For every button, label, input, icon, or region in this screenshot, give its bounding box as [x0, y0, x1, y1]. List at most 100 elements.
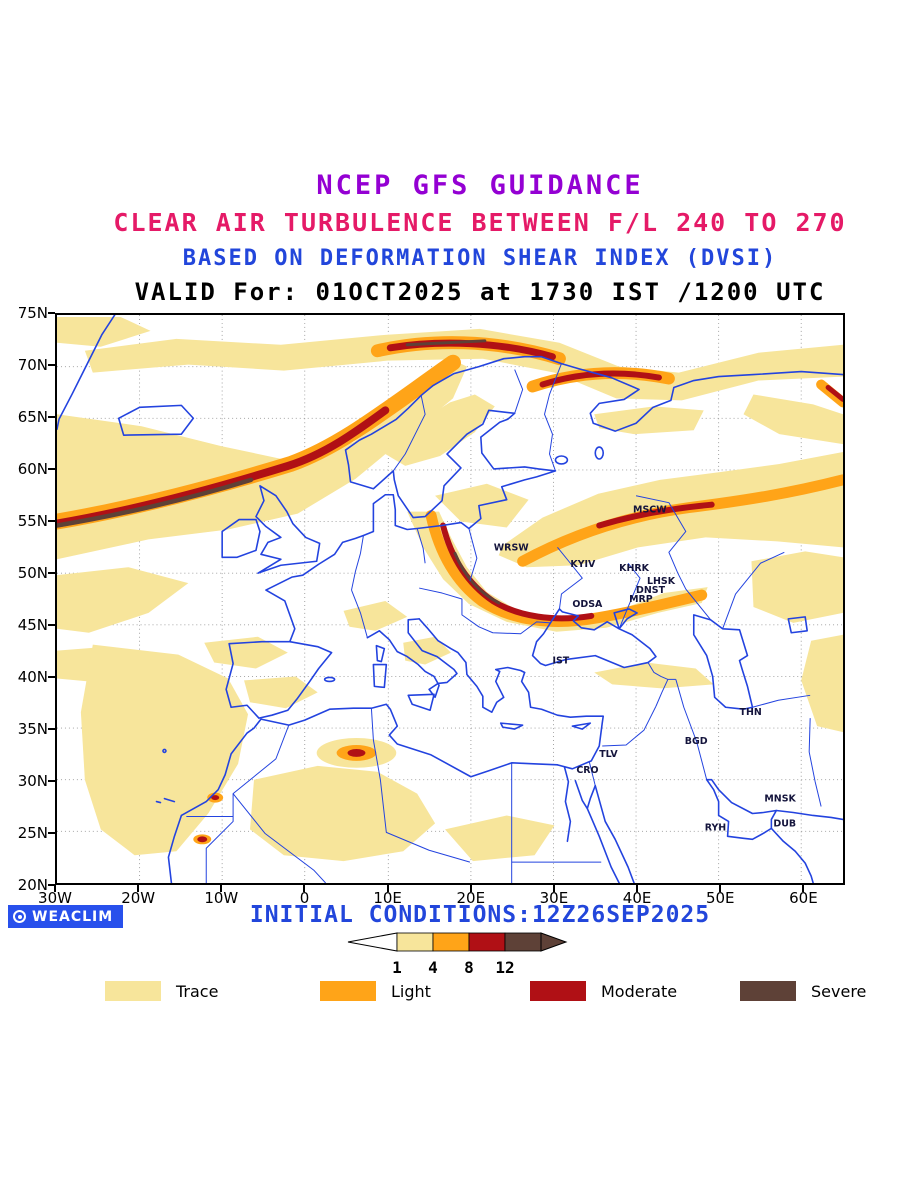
- lat-tickmark: [48, 520, 55, 522]
- city-label-TLV: TLV: [599, 749, 618, 760]
- lon-tick-label-20E: 20E: [456, 889, 486, 907]
- coast-crete: [499, 722, 524, 730]
- lon-tick-label-20W: 20W: [121, 889, 156, 907]
- lat-tick-label-45N: 45N: [17, 616, 48, 634]
- city-label-KYIV: KYIV: [570, 559, 596, 570]
- coast-sardinia: [372, 663, 388, 689]
- coast-balkans-greece: [418, 618, 526, 713]
- lat-tickmark: [48, 416, 55, 418]
- coast-arabia-west: [594, 784, 635, 883]
- map-frame: MSCW WRSW KYIV KHRK LHSK DNST MRP ODSA IST THN BGD…: [55, 313, 845, 885]
- title-valid-time: VALID For: 01OCT2025 at 1730 IST /1200 U…: [134, 278, 826, 306]
- lon-tickmark: [719, 885, 722, 892]
- shading-severe: [57, 339, 501, 605]
- lake-ladoga: [554, 455, 569, 465]
- lat-tickmark: [48, 728, 55, 730]
- legend: Trace Light Moderate Severe: [0, 981, 900, 1007]
- lat-tickmark: [48, 832, 55, 834]
- coastlines: [57, 315, 843, 883]
- city-label-LHSK: LHSK: [647, 576, 676, 587]
- scale-segment-severe: [504, 932, 542, 952]
- legend-label-moderate: Moderate: [601, 981, 678, 1001]
- city-label-BGD: BGD: [685, 736, 708, 747]
- lake-onega: [594, 446, 605, 460]
- legend-label-light: Light: [391, 981, 431, 1001]
- scale-tick-label-12: 12: [495, 958, 514, 977]
- lon-tickmark: [220, 885, 223, 892]
- lat-tickmark: [48, 884, 55, 886]
- lat-tick-label-35N: 35N: [17, 720, 48, 738]
- borders: [186, 363, 822, 883]
- coast-iberia: [225, 640, 333, 719]
- coast-aral: [787, 616, 808, 634]
- title-model: NCEP GFS GUIDANCE: [316, 170, 644, 201]
- coast-italy: [366, 618, 458, 699]
- lat-tickmark: [48, 312, 55, 314]
- lon-tickmark: [137, 885, 140, 892]
- river-ural: [722, 551, 785, 629]
- lon-tick-label-30E: 30E: [539, 889, 569, 907]
- island-balearic: [323, 676, 336, 683]
- legend-swatch-moderate: [530, 981, 586, 1001]
- legend-item-trace: Trace: [105, 981, 218, 1001]
- lat-tick-label-75N: 75N: [17, 304, 48, 322]
- river-dnieper: [557, 547, 583, 609]
- lon-tickmark: [636, 885, 639, 892]
- scale-tick-label-1: 1: [392, 958, 402, 977]
- lat-tick-label-55N: 55N: [17, 512, 48, 530]
- coast-sinai: [586, 784, 597, 810]
- scale-segment-moderate: [468, 932, 506, 952]
- lon-tick-label-10W: 10W: [204, 889, 239, 907]
- coast-north-africa: [167, 703, 559, 883]
- legend-swatch-severe: [740, 981, 796, 1001]
- lon-tickmark: [802, 885, 805, 892]
- city-label-RYH: RYH: [705, 822, 727, 833]
- legend-swatch-light: [320, 981, 376, 1001]
- scale-tick-label-4: 4: [428, 958, 438, 977]
- coast-europe-main: [265, 355, 843, 643]
- coast-oman: [770, 827, 814, 883]
- legend-label-trace: Trace: [176, 981, 219, 1001]
- city-label-MRP: MRP: [629, 594, 653, 605]
- city-label-THN: THN: [740, 707, 762, 718]
- lon-tickmark: [303, 885, 306, 892]
- river-nile: [563, 766, 572, 843]
- coast-greenland: [57, 315, 116, 430]
- coast-sicily: [407, 693, 435, 712]
- coast-persian-gulf: [705, 778, 778, 841]
- lon-tick-label-40E: 40E: [622, 889, 652, 907]
- lon-tickmark: [552, 885, 555, 892]
- legend-swatch-trace: [105, 981, 161, 1001]
- scale-left-arrow: [347, 932, 398, 952]
- coast-redsea-west: [574, 779, 620, 883]
- lat-tick-label-20N: 20N: [17, 876, 48, 894]
- lat-tick-label-60N: 60N: [17, 460, 48, 478]
- city-label-CRO: CRO: [576, 765, 598, 776]
- city-label-ODSA: ODSA: [572, 599, 603, 610]
- weaclim-text: WEACLIM: [32, 908, 114, 925]
- legend-item-light: Light: [320, 981, 431, 1001]
- coast-ireland: [221, 518, 261, 559]
- city-label-MNSK: MNSK: [764, 794, 796, 805]
- river-volga: [635, 495, 712, 621]
- title-product: CLEAR AIR TURBULENCE BETWEEN F/L 240 TO …: [113, 208, 847, 237]
- coast-iran-south: [775, 809, 843, 821]
- river-don: [618, 562, 641, 629]
- scale-segment-light: [432, 932, 470, 952]
- initial-conditions: INITIAL CONDITIONS:12Z26SEP2025: [249, 902, 711, 928]
- lon-tickmark: [386, 885, 389, 892]
- lat-tickmark: [48, 364, 55, 366]
- shading-trace: [57, 316, 843, 862]
- lat-tickmark: [48, 468, 55, 470]
- city-label-IST: IST: [552, 656, 569, 667]
- coast-uk: [255, 485, 321, 574]
- city-label-DNST: DNST: [636, 585, 666, 596]
- lat-tickmark: [48, 624, 55, 626]
- lat-tick-label-25N: 25N: [17, 824, 48, 842]
- coast-caspian: [692, 614, 754, 711]
- lon-tick-label-50E: 50E: [705, 889, 735, 907]
- coast-corsica: [375, 644, 386, 663]
